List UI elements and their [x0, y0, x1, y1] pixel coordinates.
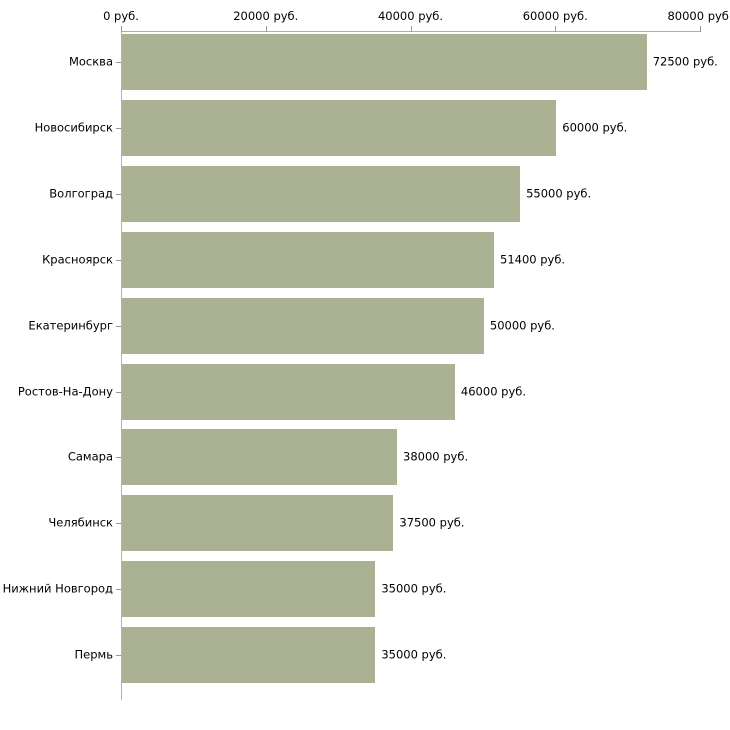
category-label: Волгоград [49, 186, 113, 201]
bar[interactable] [122, 99, 557, 156]
value-axis-tick-label: 80000 руб. [667, 9, 730, 23]
bar-row: Красноярск 51400 руб. [0, 231, 730, 288]
category-axis-tick [116, 325, 121, 327]
category-axis-line [121, 31, 122, 700]
category-label: Красноярск [42, 252, 113, 267]
value-axis-tick-label: 60000 руб. [522, 9, 588, 23]
value-axis-tick [555, 26, 557, 32]
bar-value-label: 46000 руб. [460, 384, 527, 398]
value-axis-tick-label: 40000 руб. [377, 9, 444, 23]
bar[interactable] [122, 34, 647, 90]
bar-value-label: 55000 руб. [526, 186, 592, 201]
category-label: Екатеринбург [28, 318, 113, 333]
bar[interactable] [122, 297, 484, 354]
value-axis-tick [700, 26, 701, 32]
category-label: Москва [68, 54, 113, 69]
category-axis-tick [116, 523, 121, 525]
category-label: Самара [67, 449, 113, 464]
bar-row: Пермь 35000 руб. [0, 627, 730, 684]
category-axis-tick [116, 62, 121, 63]
bar-row: Волгоград 55000 руб. [0, 165, 730, 222]
category-axis-tick [116, 127, 121, 129]
bar-row: Нижний Новгород 35000 руб. [0, 561, 730, 618]
bar-row: Екатеринбург 50000 руб. [0, 297, 730, 354]
category-axis-tick [116, 259, 121, 261]
bar-value-label: 72500 руб. [652, 54, 718, 69]
bar-row: Челябинск 37500 руб. [0, 495, 730, 552]
bar[interactable] [122, 429, 398, 486]
bar-value-label: 37500 руб. [399, 515, 465, 530]
bar-row: Новосибирск 60000 руб. [0, 99, 730, 156]
bar-value-label: 35000 руб. [381, 581, 447, 596]
bar-value-label: 51400 руб. [500, 252, 566, 267]
bar-row: Москва 72500 руб. [0, 34, 730, 90]
category-axis-tick [116, 457, 121, 459]
bar[interactable] [122, 363, 455, 420]
category-label: Ростов-На-Дону [17, 384, 113, 398]
category-label: Нижний Новгород [2, 581, 113, 596]
value-axis-tick [121, 26, 122, 32]
bar-value-label: 35000 руб. [381, 647, 447, 662]
value-axis-tick [265, 26, 267, 32]
bar-row: Ростов-На-Дону 46000 руб. [0, 363, 730, 420]
bar[interactable] [122, 627, 376, 684]
bar-row: Самара 38000 руб. [0, 429, 730, 486]
category-axis-tick [116, 391, 121, 393]
bar[interactable] [122, 495, 394, 552]
bar[interactable] [122, 231, 494, 288]
category-axis-tick [116, 589, 121, 591]
value-axis-tick-label: 0 руб. [103, 9, 139, 23]
category-axis-tick [116, 193, 121, 195]
category-label: Новосибирск [34, 120, 113, 135]
bar[interactable] [122, 561, 376, 618]
category-label: Пермь [74, 647, 113, 662]
value-axis-tick-label: 20000 руб. [233, 9, 299, 23]
category-axis-tick [116, 655, 121, 657]
bar-value-label: 60000 руб. [562, 120, 628, 135]
bar[interactable] [122, 165, 521, 222]
category-label: Челябинск [48, 515, 113, 530]
bar-value-label: 50000 руб. [489, 318, 555, 333]
value-axis-tick [410, 26, 412, 32]
bar-value-label: 38000 руб. [403, 449, 469, 464]
